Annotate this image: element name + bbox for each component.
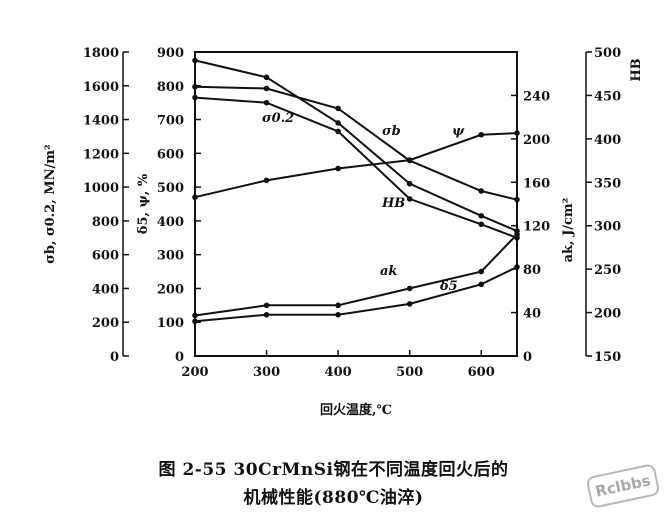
ductility-tick-label: 600	[157, 147, 184, 162]
series-point	[335, 302, 341, 309]
impact-tick-label: 0	[523, 350, 532, 365]
series-point	[335, 165, 341, 172]
figure-caption-line1: 图 2-55 30CrMnSi钢在不同温度回火后的	[158, 460, 509, 480]
ductility-tick-label: 400	[157, 215, 184, 230]
x-tick-label: 600	[468, 365, 495, 380]
strength-tick-label: 200	[92, 316, 119, 331]
ductility-tick-label: 300	[157, 249, 184, 264]
labels-layer: σb σ0.2 HB ψ δ5 ak	[262, 111, 465, 294]
x-tick-label: 400	[325, 365, 352, 380]
series-point	[335, 311, 341, 318]
hardness-tick-label: 200	[594, 307, 621, 322]
series-point	[192, 318, 198, 325]
series-point	[263, 177, 270, 184]
strength-axis-label: σb, σ0.2, MN/m²	[43, 144, 58, 263]
strength-tick-label: 1000	[83, 181, 119, 196]
x-axis-label: 回火温度,℃	[320, 402, 392, 418]
series-point	[478, 221, 485, 228]
series-line-4	[194, 233, 518, 317]
series-label: ψ	[452, 124, 465, 139]
x-tick-label: 500	[396, 365, 423, 380]
impact-tick-label: 200	[523, 133, 550, 148]
series-point	[335, 128, 341, 135]
hardness-tick-label: 150	[594, 350, 621, 365]
series-point	[263, 85, 270, 92]
ductility-tick-label: 500	[157, 181, 184, 196]
series-point	[263, 302, 270, 309]
impact-tick-label: 40	[523, 307, 541, 322]
strength-tick-label: 1800	[83, 46, 119, 61]
ductility-tick-label: 700	[157, 114, 184, 129]
hardness-tick-label: 350	[594, 176, 621, 191]
hardness-axis-label: HB	[629, 58, 644, 81]
strength-tick-label: 0	[110, 350, 119, 365]
series-point	[406, 157, 413, 163]
strength-tick-label: 600	[92, 249, 119, 264]
strength-tick-label: 1200	[83, 147, 119, 162]
ductility-tick-label: 200	[157, 282, 184, 297]
series-point	[514, 196, 520, 203]
series-point	[192, 57, 198, 64]
series-point	[514, 231, 520, 238]
ductility-tick-label: 900	[157, 46, 184, 61]
series-point	[478, 131, 485, 138]
series-point	[192, 94, 198, 101]
ductility-axis-label: δ5, ψ, %	[136, 173, 151, 234]
hardness-tick-label: 500	[594, 46, 621, 61]
impact-tick-label: 160	[523, 176, 550, 191]
hardness-tick-label: 250	[594, 263, 621, 278]
series-point	[192, 194, 198, 201]
x-tick-label: 300	[253, 365, 280, 380]
series-line-2	[194, 85, 518, 201]
series-point	[192, 83, 198, 90]
axes-layer: 200 300 400 500 600回火温度,℃0200400600800100012…	[43, 46, 644, 418]
series-point	[335, 105, 341, 112]
strength-tick-label: 400	[92, 282, 119, 297]
impact-tick-label: 80	[523, 263, 541, 278]
series-label: σb	[382, 124, 401, 139]
figure-caption-line2: 机械性能(880℃油淬)	[243, 488, 424, 508]
series-line-0	[194, 59, 518, 232]
ductility-tick-label: 100	[157, 316, 184, 331]
series-point	[478, 188, 485, 194]
series-point	[514, 130, 520, 136]
series-point	[406, 180, 413, 187]
series-line-1	[194, 96, 518, 239]
series-line-3	[194, 132, 518, 199]
series-point	[406, 196, 413, 202]
series-layer	[192, 57, 520, 325]
series-point	[406, 301, 413, 307]
hardness-tick-label: 300	[594, 220, 621, 235]
series-label: σ0.2	[262, 111, 294, 126]
plot-frame	[194, 51, 518, 357]
series-label: HB	[381, 196, 405, 211]
series-point	[478, 213, 485, 219]
series-label: δ5	[439, 279, 458, 294]
hardness-tick-label: 450	[594, 89, 621, 104]
strength-tick-label: 1600	[83, 80, 119, 95]
series-point	[335, 120, 341, 126]
impact-axis-label: ak, J/cm²	[561, 198, 576, 263]
series-point	[192, 312, 198, 319]
series-point	[263, 311, 270, 318]
series-point	[406, 285, 413, 292]
impact-tick-label: 240	[523, 89, 550, 104]
series-label: ak	[380, 264, 397, 279]
chart: 200 300 400 500 600回火温度,℃0200400600800100012…	[43, 46, 644, 418]
series-line-5	[194, 266, 518, 323]
strength-tick-label: 1400	[83, 114, 119, 129]
series-point	[263, 74, 270, 81]
strength-tick-label: 800	[92, 215, 119, 230]
x-tick-label: 200	[181, 365, 208, 380]
ductility-tick-label: 800	[157, 80, 184, 95]
series-point	[478, 281, 485, 288]
series-point	[514, 264, 520, 270]
series-point	[263, 99, 270, 106]
ductility-tick-label: 0	[175, 350, 184, 365]
hardness-tick-label: 400	[594, 133, 621, 148]
impact-tick-label: 120	[523, 220, 550, 235]
series-point	[478, 268, 485, 275]
